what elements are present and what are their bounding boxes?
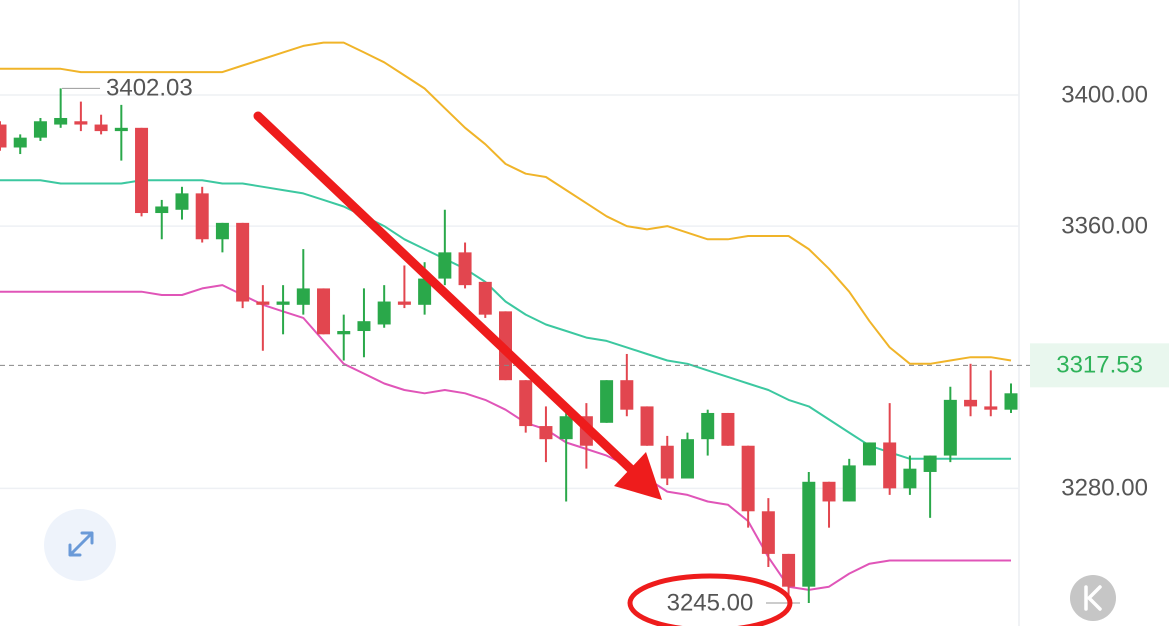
- min-label: 3245.00: [667, 589, 754, 616]
- trend-arrow: [253, 111, 662, 500]
- y-tick-label: 3400.00: [1061, 81, 1148, 108]
- candle-body: [438, 252, 452, 279]
- collapse-icon[interactable]: [1084, 585, 1102, 611]
- arrow-head: [614, 452, 662, 500]
- candle-body: [256, 301, 270, 305]
- max-label: 3402.03: [106, 75, 193, 102]
- candle-body: [74, 121, 88, 125]
- candle-body: [822, 481, 836, 502]
- candle-body: [923, 455, 937, 472]
- candle-body: [175, 193, 189, 210]
- candle-body: [195, 193, 209, 240]
- candle-body: [620, 380, 634, 410]
- y-tick-label: 3360.00: [1061, 212, 1148, 239]
- candle-body: [984, 406, 998, 410]
- current-price-label: 3317.53: [1056, 352, 1143, 379]
- candle-body: [883, 442, 897, 489]
- candle-body: [943, 399, 957, 456]
- candle-body: [519, 380, 533, 427]
- candle-body: [317, 288, 331, 335]
- expand-button[interactable]: [44, 509, 116, 581]
- candle-body: [721, 412, 735, 446]
- candle-body: [559, 416, 573, 440]
- candle-body: [458, 252, 472, 286]
- min-highlight: [627, 573, 793, 626]
- candle-body: [640, 406, 654, 446]
- candle-body: [377, 301, 391, 325]
- candle-body: [94, 124, 108, 132]
- bands: [0, 41, 1012, 591]
- arrow-shaft: [253, 111, 641, 479]
- candle-body: [680, 439, 694, 479]
- candle-body: [478, 281, 492, 315]
- candle-body: [397, 301, 411, 305]
- collapse-button[interactable]: [1070, 575, 1116, 621]
- band-line: [0, 179, 1011, 460]
- candle-body: [0, 124, 7, 148]
- candle-body: [33, 121, 47, 138]
- candle-body: [1004, 393, 1018, 410]
- candle-body: [782, 553, 796, 587]
- band-line: [0, 284, 1011, 591]
- candle-body: [964, 399, 978, 407]
- candle-body: [903, 468, 917, 489]
- y-tick-label: 3280.00: [1061, 475, 1148, 502]
- expand-icon[interactable]: [68, 531, 94, 557]
- candle-body: [660, 445, 674, 479]
- candle-body: [701, 412, 715, 440]
- current-price-tag: [1030, 343, 1169, 388]
- candle-body: [114, 127, 128, 132]
- band-line: [0, 41, 1012, 365]
- candle-body: [741, 445, 755, 512]
- labels: 3400.00 3360.00 3280.00 3317.53 3402.03 3245.…: [0, 75, 1169, 626]
- candle-body: [600, 380, 614, 423]
- candle-body: [155, 206, 169, 214]
- candle-body: [862, 442, 876, 466]
- candle-body: [761, 511, 775, 554]
- candle-body: [13, 137, 27, 148]
- candle-body: [357, 321, 371, 332]
- candle-body: [276, 301, 290, 305]
- candle-body: [135, 127, 149, 214]
- candle-body: [215, 222, 229, 240]
- candle-body: [54, 117, 68, 125]
- collapse-button-bg[interactable]: [1070, 575, 1116, 621]
- candle-body: [842, 465, 856, 502]
- candle-body: [418, 278, 432, 305]
- candle-body: [296, 288, 310, 305]
- candle-body: [802, 481, 816, 587]
- candle-body: [539, 426, 553, 440]
- candle-body: [337, 331, 351, 335]
- candle-body: [236, 222, 250, 302]
